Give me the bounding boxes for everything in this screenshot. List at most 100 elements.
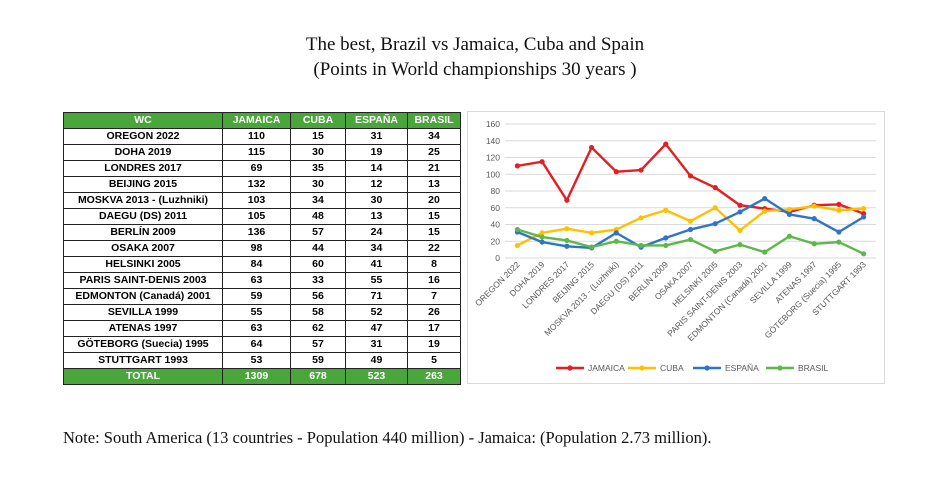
total-cell-cuba: 678 — [290, 368, 346, 385]
cell-espana: 49 — [345, 352, 408, 369]
total-cell-espana: 523 — [345, 368, 408, 385]
cell-cuba: 56 — [290, 288, 346, 305]
series-line-jamaica — [517, 142, 865, 215]
data-point — [638, 167, 644, 173]
data-point — [564, 237, 570, 244]
cell-espana: 41 — [345, 256, 408, 273]
cell-espana: 14 — [345, 160, 408, 177]
data-point — [811, 241, 817, 247]
cell-jamaica: 59 — [222, 288, 291, 305]
data-point — [588, 230, 595, 236]
data-point — [514, 226, 520, 233]
table-row: EDMONTON (Canadá) 2001 59 56 71 7 — [63, 288, 461, 305]
cell-espana: 24 — [345, 224, 408, 241]
data-point — [687, 236, 694, 243]
data-point — [564, 243, 570, 249]
cell-cuba: 35 — [290, 160, 346, 177]
data-point — [638, 242, 644, 249]
data-point — [861, 251, 867, 257]
cell-wc: ATENAS 1997 — [63, 320, 223, 337]
cell-brasil: 15 — [407, 224, 461, 241]
data-point — [762, 195, 768, 202]
cell-brasil: 16 — [407, 272, 461, 289]
data-point — [737, 202, 743, 208]
data-point — [836, 229, 842, 235]
data-point — [687, 173, 694, 179]
y-tick-label: 0 — [495, 253, 500, 263]
data-point — [786, 206, 793, 213]
line-chart: 0 20 40 60 80 100 120 140 160 OREGON 2022 DOHA 201… — [467, 111, 885, 384]
cell-espana: 52 — [345, 304, 408, 321]
table-row: HELSINKI 2005 84 60 41 8 — [63, 256, 461, 273]
cell-wc: STUTTGART 1993 — [63, 352, 223, 369]
cell-wc: OSAKA 2007 — [63, 240, 223, 257]
cell-wc: BEIJING 2015 — [63, 176, 223, 193]
cell-cuba: 44 — [290, 240, 346, 257]
table-row: SEVILLA 1999 55 58 52 26 — [63, 304, 461, 321]
table-row: DAEGU (DS) 2011 105 48 13 15 — [63, 208, 461, 225]
data-point — [539, 159, 545, 165]
header-wc: WC — [63, 112, 223, 129]
table-row: STUTTGART 1993 53 59 49 5 — [63, 352, 461, 369]
cell-brasil: 21 — [407, 160, 461, 177]
title-line-1: The best, Brazil vs Jamaica, Cuba and Sp… — [305, 34, 645, 55]
data-point — [762, 249, 768, 255]
y-tick-label: 120 — [486, 153, 500, 163]
cell-jamaica: 69 — [222, 160, 291, 177]
total-cell-brasil: 263 — [407, 368, 461, 385]
data-point — [564, 226, 570, 232]
y-tick-label: 40 — [491, 220, 501, 230]
cell-wc: BERLÍN 2009 — [63, 224, 223, 241]
cell-cuba: 59 — [290, 352, 346, 369]
data-point — [712, 248, 718, 254]
data-point — [811, 216, 817, 222]
cell-cuba: 33 — [290, 272, 346, 289]
data-point — [687, 226, 694, 233]
cell-cuba: 60 — [290, 256, 346, 273]
cell-brasil: 19 — [407, 336, 461, 353]
header-jamaica: JAMAICA — [222, 112, 291, 129]
data-point — [836, 207, 842, 213]
cell-jamaica: 55 — [222, 304, 291, 321]
cell-jamaica: 53 — [222, 352, 291, 369]
data-point — [613, 169, 619, 175]
y-tick-label: 140 — [486, 136, 500, 146]
cell-wc: DOHA 2019 — [63, 144, 223, 161]
cell-jamaica: 63 — [222, 272, 291, 289]
data-point — [712, 221, 718, 227]
data-point — [861, 205, 867, 212]
legend-label: CUBA — [660, 363, 684, 373]
data-point — [539, 234, 545, 240]
footnote: Note: South America (13 countries - Popu… — [63, 428, 712, 447]
cell-brasil: 25 — [407, 144, 461, 161]
cell-jamaica: 110 — [222, 128, 291, 145]
data-point — [663, 141, 669, 147]
cell-wc: PARIS SAINT-DENIS 2003 — [63, 272, 223, 289]
table-row: PARIS SAINT-DENIS 2003 63 33 55 16 — [63, 272, 461, 289]
cell-espana: 13 — [345, 208, 408, 225]
cell-jamaica: 132 — [222, 176, 291, 193]
table-total-row: TOTAL 1309 678 523 263 — [63, 368, 461, 385]
data-point — [786, 211, 793, 218]
y-tick-label: 60 — [491, 203, 501, 213]
cell-wc: LONDRES 2017 — [63, 160, 223, 177]
cell-espana: 19 — [345, 144, 408, 161]
cell-brasil: 20 — [407, 192, 461, 209]
data-point — [638, 215, 644, 221]
cell-cuba: 34 — [290, 192, 346, 209]
data-point — [539, 239, 545, 245]
legend-label: BRASIL — [798, 363, 829, 373]
cell-cuba: 57 — [290, 224, 346, 241]
cell-cuba: 58 — [290, 304, 346, 321]
data-point — [737, 227, 743, 233]
data-point — [514, 242, 520, 249]
cell-wc: HELSINKI 2005 — [63, 256, 223, 273]
table-row: OSAKA 2007 98 44 34 22 — [63, 240, 461, 257]
cell-wc: EDMONTON (Canadá) 2001 — [63, 288, 223, 305]
table-row: BEIJING 2015 132 30 12 13 — [63, 176, 461, 193]
cell-jamaica: 84 — [222, 256, 291, 273]
legend-marker — [704, 365, 710, 371]
data-point — [687, 218, 694, 224]
data-point — [514, 163, 520, 169]
cell-cuba: 48 — [290, 208, 346, 225]
